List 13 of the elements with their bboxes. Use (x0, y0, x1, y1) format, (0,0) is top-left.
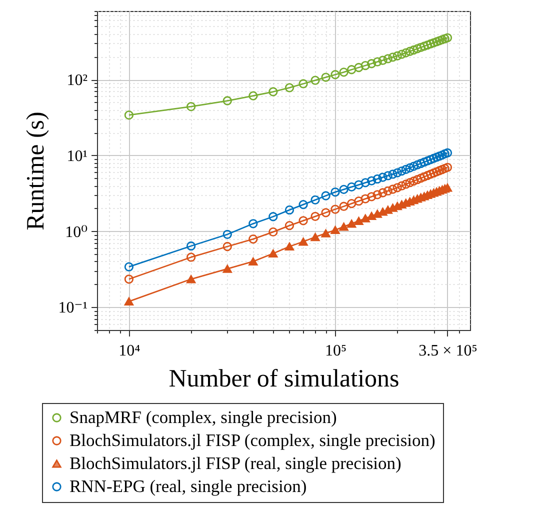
x-tick-label: 10⁴ (118, 342, 141, 360)
x-axis-title: Number of simulations (168, 366, 400, 392)
legend-label: BlochSimulators.jl FISP (complex, single precision) (70, 430, 436, 450)
x-tick-label: 3.5 × 10⁵ (418, 342, 478, 360)
y-tick-label: 10⁰ (65, 224, 88, 241)
y-axis-title: Runtime (s) (22, 112, 50, 230)
y-tick-label: 10¹ (66, 148, 88, 165)
y-tick-label: 10⁻¹ (58, 300, 88, 317)
legend-label: RNN-EPG (real, single precision) (70, 476, 307, 496)
legend-label: SnapMRF (complex, single precision) (70, 406, 337, 427)
y-tick-label: 10² (66, 72, 88, 90)
x-tick-label: 10⁵ (324, 342, 347, 360)
legend-label: BlochSimulators.jl FISP (real, single precision) (70, 452, 402, 473)
